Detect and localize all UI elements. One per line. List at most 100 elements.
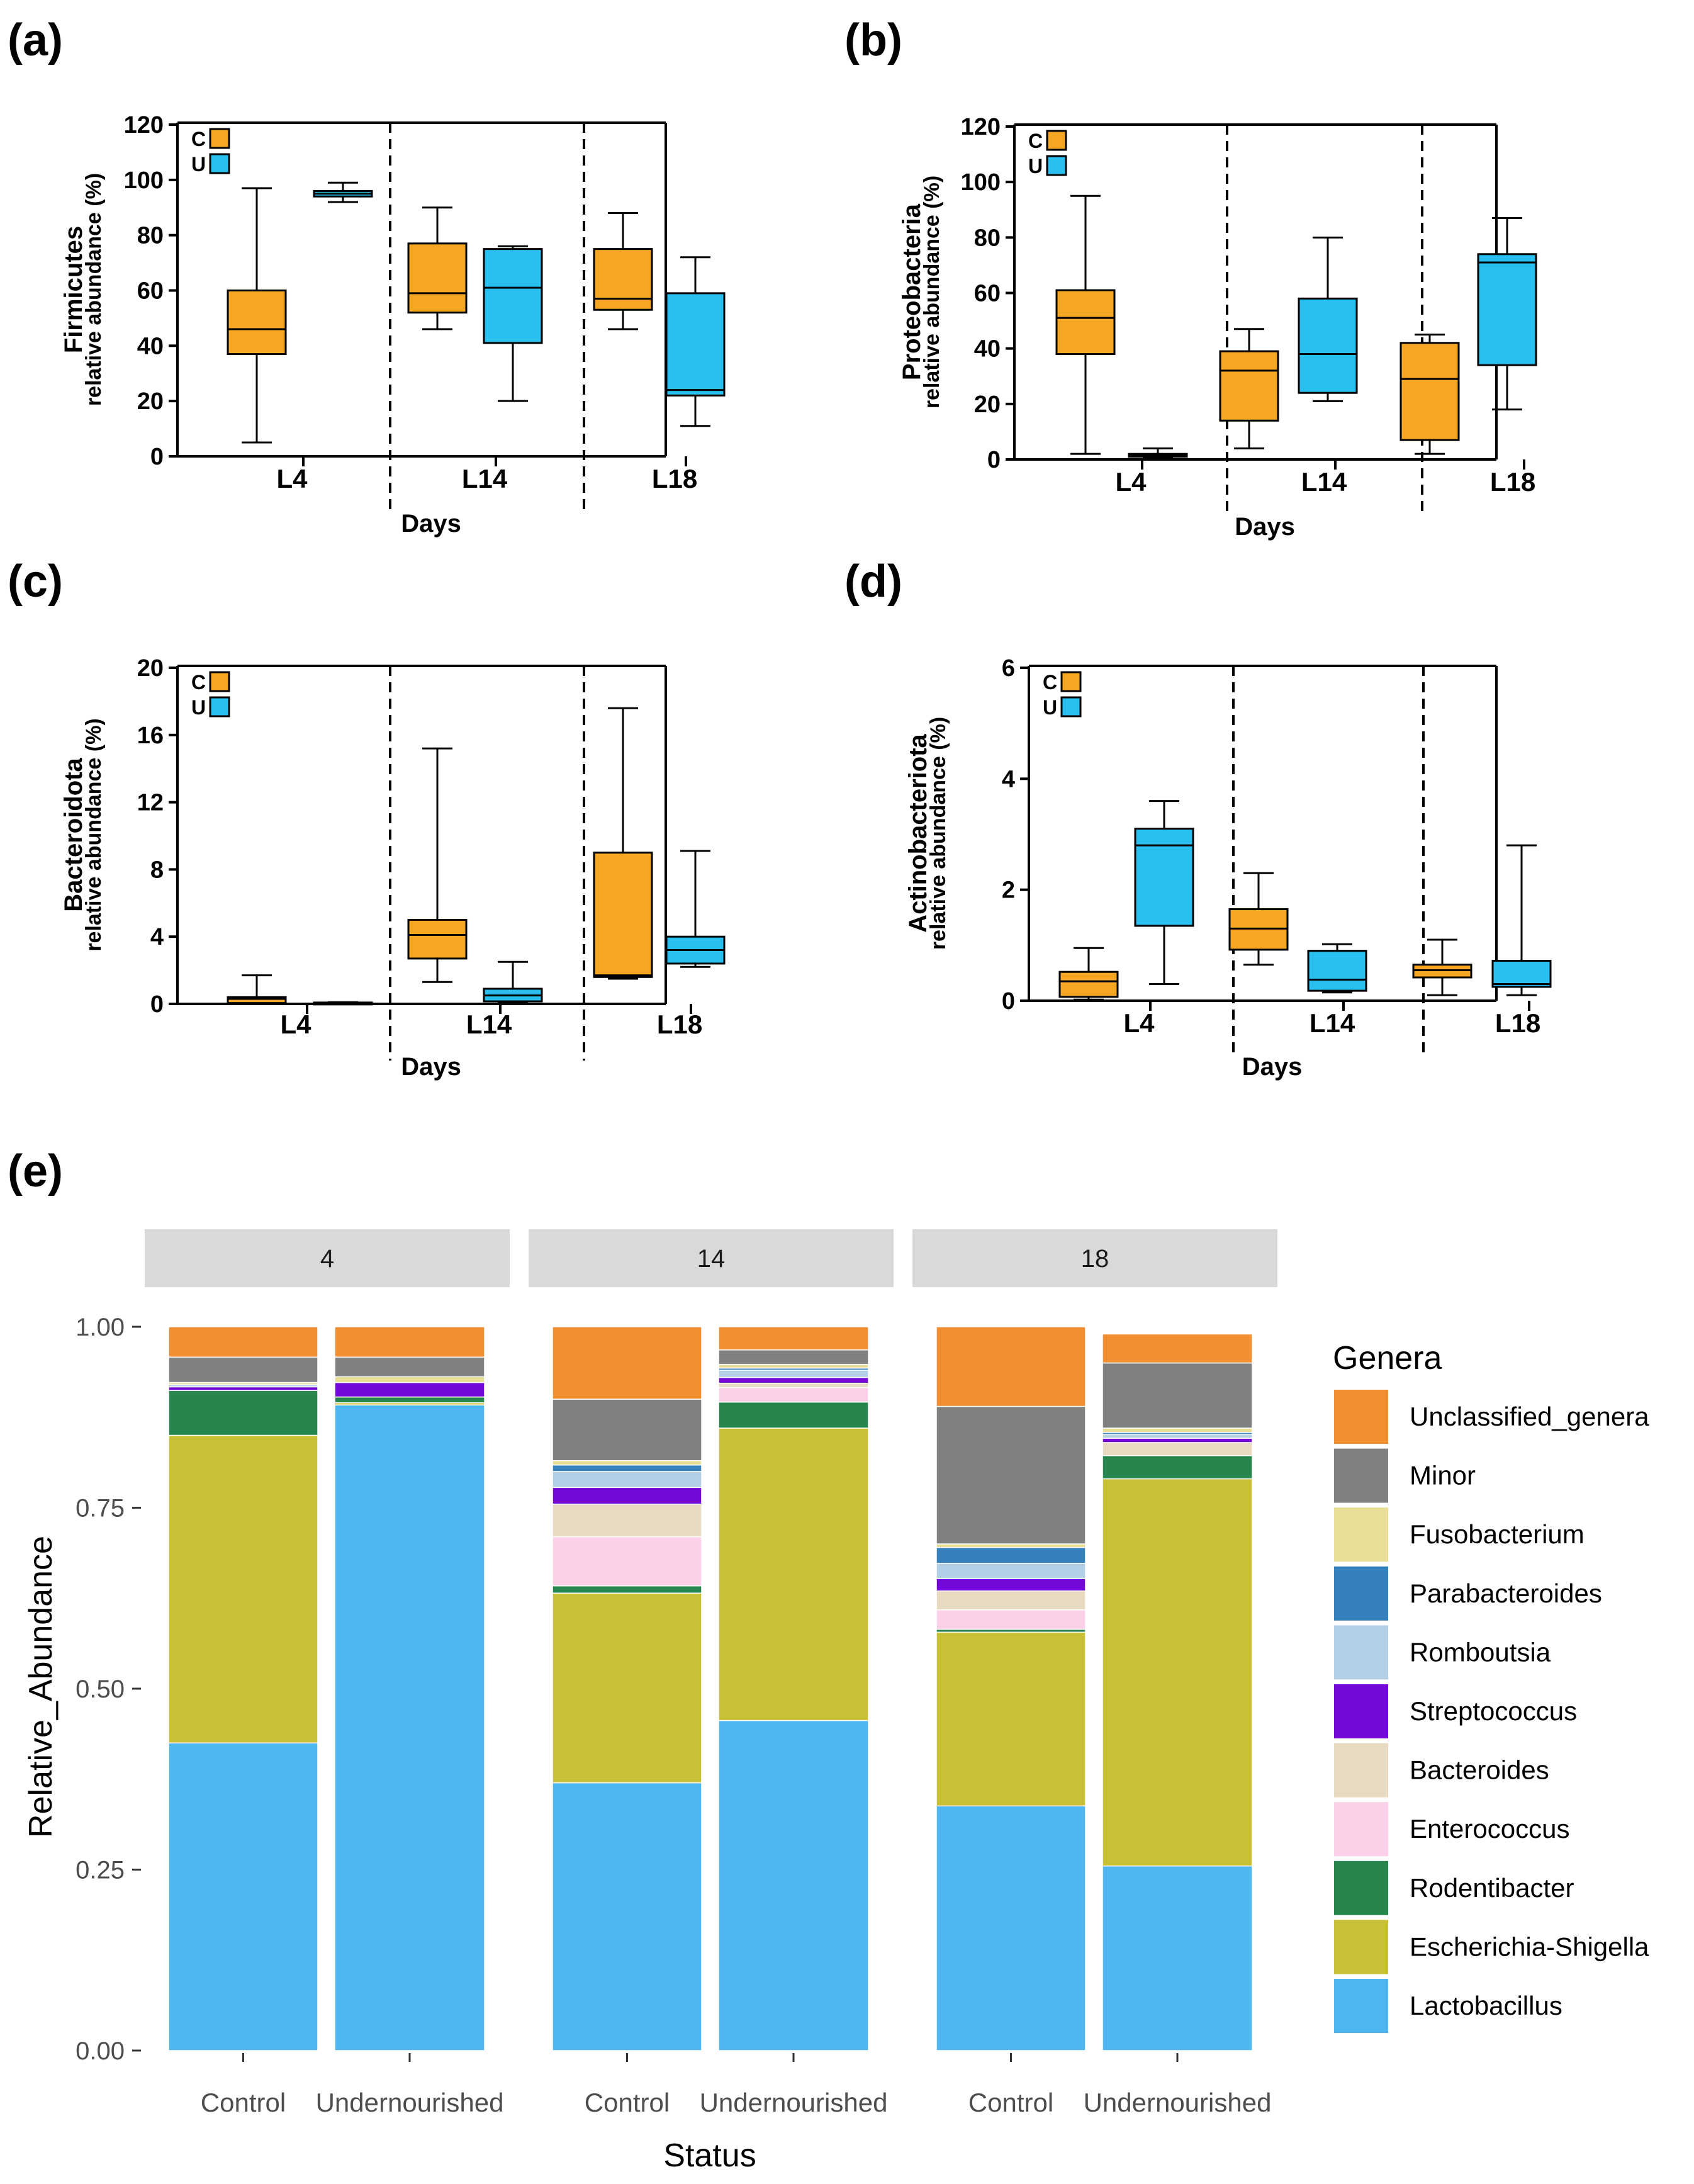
- bar-segment-romboutsia: [1102, 1434, 1253, 1439]
- x-tick-label: L14: [462, 464, 508, 493]
- box-L4-C: [227, 187, 287, 444]
- box-iqr: [1477, 253, 1537, 366]
- y-tick-label: 4: [150, 924, 164, 950]
- box-L18-C: [1400, 334, 1460, 455]
- box-iqr: [1400, 342, 1460, 441]
- bar-segment-bacteroides: [936, 1590, 1086, 1611]
- box-L14-U: [1298, 236, 1358, 402]
- facet-strip-label: 4: [320, 1245, 334, 1273]
- panel-c: (c) 0 4 8 12 16 20 L4 L14 L18 Days Bacteroidotarela…: [8, 556, 726, 1081]
- bar-segment-minor: [168, 1356, 318, 1383]
- box-L14-U: [1307, 943, 1367, 994]
- legend-swatch: [1334, 1860, 1388, 1915]
- box-L18-C: [593, 707, 653, 980]
- facet-strip: [529, 1229, 894, 1287]
- box-iqr: [1058, 971, 1119, 998]
- y-axis-title-unit: relative abundance (%): [82, 173, 106, 406]
- y-axis-title-phylum: Firmicutes: [60, 226, 87, 353]
- facet-strip: [145, 1229, 510, 1287]
- panel-a: (a) 0 20 40 60 80 100 120 L4 L14 L18 Days Firmicutes…: [8, 15, 726, 538]
- legend-swatch: [1334, 1743, 1388, 1798]
- y-tick-label: 20: [974, 391, 1001, 418]
- facet-strip-label: 18: [1081, 1245, 1109, 1273]
- legend-label: Parabacteroides: [1410, 1579, 1602, 1608]
- box-iqr: [227, 290, 287, 356]
- y-tick-label: 0: [150, 444, 164, 470]
- y-tick-label: 16: [137, 723, 164, 749]
- x-tick-label: L18: [652, 464, 697, 493]
- x-tick-label: L14: [466, 1010, 512, 1039]
- bar-segment-streptococcus: [1102, 1438, 1253, 1443]
- legend-swatch: [1334, 1920, 1388, 1974]
- x-tick-label: Control: [968, 2088, 1053, 2117]
- facet-strip: [912, 1229, 1277, 1287]
- box-L18-U: [665, 850, 726, 968]
- legend-swatch: [209, 153, 230, 174]
- legend-swatch: [209, 671, 230, 692]
- box-iqr: [407, 242, 468, 314]
- x-tick-label: Undernourished: [316, 2088, 504, 2117]
- legend-title: Genera: [1333, 1340, 1442, 1376]
- box-L18-U: [1491, 844, 1552, 996]
- box-L4-C: [1055, 194, 1116, 455]
- box-iqr: [1134, 828, 1194, 927]
- legend-label: Romboutsia: [1410, 1637, 1551, 1667]
- y-axis-title-unit: relative abundance (%): [920, 176, 944, 408]
- x-axis-title: Days: [1235, 513, 1295, 541]
- bar-segment-rodentibacter: [718, 1401, 869, 1429]
- bar-segment-unclassified_genera: [936, 1326, 1086, 1407]
- bar-segment-romboutsia: [718, 1370, 869, 1378]
- legend-swatch: [1060, 671, 1082, 692]
- bar-segment-lactobacillus: [168, 1742, 318, 2051]
- stacked-bar-18-undernourished: [1102, 1333, 1253, 2051]
- box-iqr: [1219, 350, 1279, 422]
- box-L18-C: [1412, 938, 1472, 996]
- box-iqr: [227, 996, 287, 1005]
- legend-label: Bacteroides: [1410, 1755, 1549, 1785]
- y-tick-label: 6: [1002, 655, 1015, 682]
- legend-swatch: [1046, 155, 1067, 176]
- bar-segment-escherichia-shigella: [1102, 1478, 1253, 1867]
- y-axis-title: Relative_Abundance: [23, 1536, 59, 1838]
- x-tick-label: Control: [585, 2088, 670, 2117]
- bar-segment-minor: [334, 1356, 485, 1378]
- y-axis-title-phylum: Actinobacteriota: [904, 733, 932, 932]
- y-tick-label: 80: [137, 223, 164, 249]
- box-L4-C: [1058, 947, 1119, 1001]
- bar-segment-bacteroides: [718, 1382, 869, 1388]
- bar-segment-lactobacillus: [334, 1404, 485, 2051]
- x-tick-label: L4: [280, 1010, 311, 1039]
- box-L4-U: [1134, 800, 1194, 986]
- x-tick-label: L18: [1495, 1008, 1540, 1038]
- bar-segment-minor: [552, 1399, 702, 1461]
- bar-segment-lactobacillus: [1102, 1866, 1253, 2051]
- y-axis-title-phylum: Proteobacteria: [898, 203, 926, 380]
- y-tick-label: 20: [137, 388, 164, 415]
- bar-segment-rodentibacter: [1102, 1455, 1253, 1480]
- box-L4-U: [313, 181, 373, 203]
- legend-label: Minor: [1410, 1461, 1476, 1490]
- panel-letter: (e): [8, 1146, 63, 1196]
- x-axis-title: Days: [401, 510, 461, 538]
- box-iqr: [1298, 297, 1358, 394]
- panel-letter: (b): [844, 15, 902, 65]
- legend-label: U: [1043, 696, 1057, 719]
- y-tick-label: 100: [961, 169, 1001, 196]
- y-tick-label: 1.00: [76, 1314, 125, 1341]
- x-tick-label: L4: [1115, 467, 1147, 497]
- bar-segment-romboutsia: [552, 1471, 702, 1489]
- y-axis-title-unit: relative abundance (%): [926, 717, 950, 950]
- bar-segment-lactobacillus: [936, 1805, 1086, 2051]
- bar-segment-escherichia-shigella: [936, 1631, 1086, 1807]
- y-tick-label: 40: [974, 336, 1001, 363]
- legend-label: C: [191, 128, 206, 150]
- legend-swatch: [1334, 1625, 1388, 1680]
- x-tick-label: L18: [657, 1010, 702, 1039]
- legend-label: Streptococcus: [1410, 1696, 1577, 1726]
- facet-strip-label: 14: [697, 1245, 726, 1273]
- legend-swatch: [1334, 1507, 1388, 1562]
- bar-segment-streptococcus: [552, 1487, 702, 1505]
- y-tick-label: 120: [124, 112, 164, 138]
- bar-segment-unclassified_genera: [552, 1326, 702, 1400]
- bar-segment-unclassified_genera: [168, 1326, 318, 1358]
